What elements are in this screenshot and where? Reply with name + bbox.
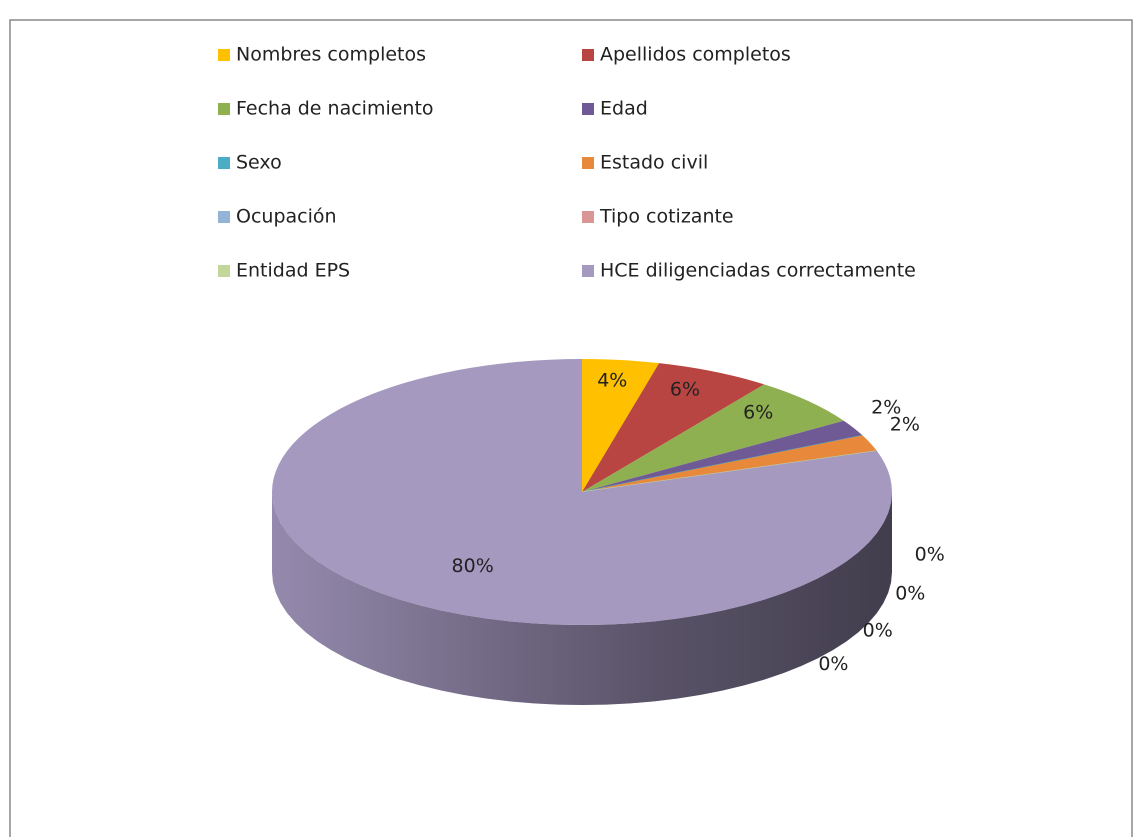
slice-side-shade	[272, 492, 892, 705]
data-label: 6%	[670, 379, 700, 401]
legend-label: Ocupación	[236, 206, 337, 228]
slice	[582, 435, 877, 492]
legend-label: Edad	[600, 98, 648, 120]
legend-label: Entidad EPS	[236, 260, 350, 282]
legend-swatch	[218, 265, 230, 277]
legend-swatch	[582, 49, 594, 61]
data-label: 0%	[818, 653, 848, 675]
legend-label: Tipo cotizante	[599, 206, 734, 228]
data-label: 0%	[895, 583, 925, 605]
legend-label: Sexo	[236, 152, 282, 174]
data-label: 0%	[863, 619, 893, 641]
legend-label: Fecha de nacimiento	[236, 98, 434, 120]
legend-label: HCE diligenciadas correctamente	[600, 260, 916, 282]
chart-frame	[9, 19, 1133, 837]
legend-swatch	[582, 211, 594, 223]
data-label: 2%	[871, 397, 901, 419]
legend-swatch	[218, 103, 230, 115]
legend-swatch	[582, 157, 594, 169]
legend-label: Nombres completos	[236, 44, 426, 66]
legend-label: Apellidos completos	[600, 44, 791, 66]
slice	[582, 363, 765, 492]
legend-swatch	[582, 103, 594, 115]
legend-swatch	[218, 211, 230, 223]
legend-label: Estado civil	[600, 152, 708, 174]
data-label: 6%	[743, 401, 773, 423]
slice	[582, 359, 660, 492]
slice	[271, 359, 893, 625]
data-label: 80%	[452, 555, 494, 577]
legend-swatch	[218, 49, 230, 61]
data-label: 2%	[890, 414, 920, 436]
legend-swatch	[218, 157, 230, 169]
slice	[582, 420, 863, 492]
legend-swatch	[582, 265, 594, 277]
slice	[582, 384, 844, 492]
slice	[581, 434, 863, 493]
data-label: 0%	[915, 544, 945, 566]
data-label: 4%	[597, 370, 627, 392]
